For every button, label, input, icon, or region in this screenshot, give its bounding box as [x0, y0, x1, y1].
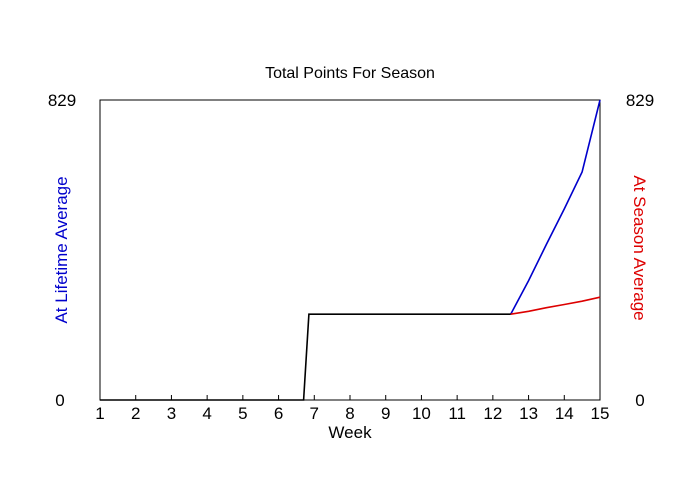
x-tick-label: 12 [483, 404, 502, 423]
y-tick-right-top: 829 [626, 91, 654, 110]
x-tick-label: 1 [95, 404, 104, 423]
x-tick-label: 8 [345, 404, 354, 423]
x-tick-label: 15 [591, 404, 610, 423]
y-tick-left-top: 829 [48, 91, 76, 110]
series-line-2 [510, 296, 601, 315]
x-tick-label: 6 [274, 404, 283, 423]
series-line-1 [509, 99, 601, 315]
x-tick-label: 2 [131, 404, 140, 423]
x-tick-label: 10 [412, 404, 431, 423]
y-tick-right-bottom: 0 [635, 391, 644, 410]
x-tick-label: 11 [448, 404, 466, 423]
plot-frame [99, 99, 601, 401]
y-tick-left-bottom: 0 [55, 391, 64, 410]
series-line-3 [100, 313, 511, 401]
x-axis-label: Week [328, 423, 372, 442]
x-tick-label: 13 [519, 404, 538, 423]
x-tick-label: 4 [202, 404, 211, 423]
x-tick-label: 3 [167, 404, 176, 423]
x-tick-label: 9 [381, 404, 390, 423]
x-tick-label: 7 [310, 404, 319, 423]
chart-title: Total Points For Season [265, 65, 435, 82]
x-tick-label: 14 [555, 404, 574, 423]
series-layer [100, 99, 601, 401]
x-tick-label: 5 [238, 404, 247, 423]
y-axis-label-right: At Season Average [630, 175, 649, 320]
x-axis-ticks: 1 2 3 4 5 6 7 8 9 10 11 12 13 14 15 [95, 395, 609, 423]
y-axis-label-left: At Lifetime Average [52, 176, 71, 323]
